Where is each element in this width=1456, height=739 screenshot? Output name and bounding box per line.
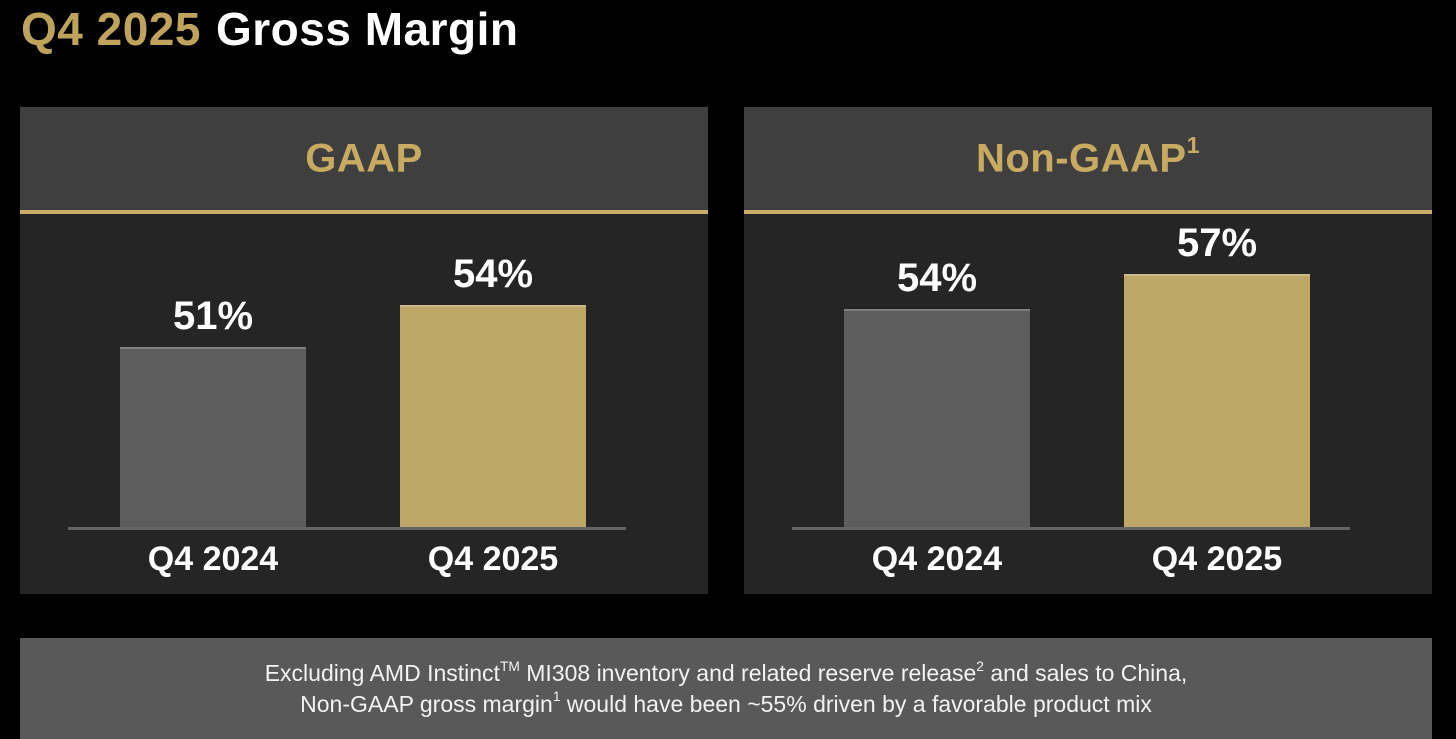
nongaap-panel-title-superscript: 1 xyxy=(1186,132,1201,159)
gaap-panel: GAAP 51% 54% Q4 2024 Q4 2025 xyxy=(20,107,708,594)
nongaap-category-label-q4-2024: Q4 2024 xyxy=(871,540,1003,578)
gaap-panel-header: GAAP xyxy=(20,107,708,210)
nongaap-panel-header: Non-GAAP1 xyxy=(744,107,1432,210)
page-title: Q4 2025 Gross Margin xyxy=(21,2,519,56)
footnote-line-2: Non-GAAP gross margin1 would have been ~… xyxy=(300,689,1152,717)
gaap-chart-area: 51% 54% Q4 2024 Q4 2025 xyxy=(20,214,708,594)
gaap-bar-q4-2024 xyxy=(120,347,306,527)
gaap-panel-title: GAAP xyxy=(305,136,423,181)
gaap-panel-title-text: GAAP xyxy=(305,136,423,181)
gaap-bar-q4-2025 xyxy=(400,305,586,527)
gold-divider xyxy=(744,210,1432,214)
footnote-line-1: Excluding AMD InstinctTM MI308 inventory… xyxy=(264,659,1188,687)
nongaap-bar-q4-2024 xyxy=(844,309,1030,527)
page-title-rest: Gross Margin xyxy=(215,3,519,55)
nongaap-chart-area: 54% 57% Q4 2024 Q4 2025 xyxy=(744,214,1432,594)
nongaap-panel-title-text: Non-GAAP xyxy=(975,136,1187,181)
nongaap-bar-q4-2025 xyxy=(1124,274,1310,527)
nongaap-category-label-q4-2025: Q4 2025 xyxy=(1151,540,1283,578)
nongaap-bar-value-q4-2025: 57% xyxy=(1176,221,1258,265)
gold-divider xyxy=(20,210,708,214)
footnote-bar: Excluding AMD InstinctTM MI308 inventory… xyxy=(20,638,1432,739)
nongaap-x-axis-line xyxy=(792,527,1350,530)
gaap-bar-value-q4-2025: 54% xyxy=(452,252,534,296)
gaap-bar-value-q4-2024: 51% xyxy=(172,294,254,338)
gaap-x-axis-line xyxy=(68,527,626,530)
nongaap-panel-title: Non-GAAP1 xyxy=(975,132,1200,181)
gaap-category-label-q4-2025: Q4 2025 xyxy=(427,540,559,578)
gaap-category-label-q4-2024: Q4 2024 xyxy=(147,540,279,578)
nongaap-panel: Non-GAAP1 54% 57% Q4 2024 Q4 2025 xyxy=(744,107,1432,594)
page-title-highlight: Q4 2025 xyxy=(21,3,201,55)
nongaap-bar-value-q4-2024: 54% xyxy=(896,256,978,300)
